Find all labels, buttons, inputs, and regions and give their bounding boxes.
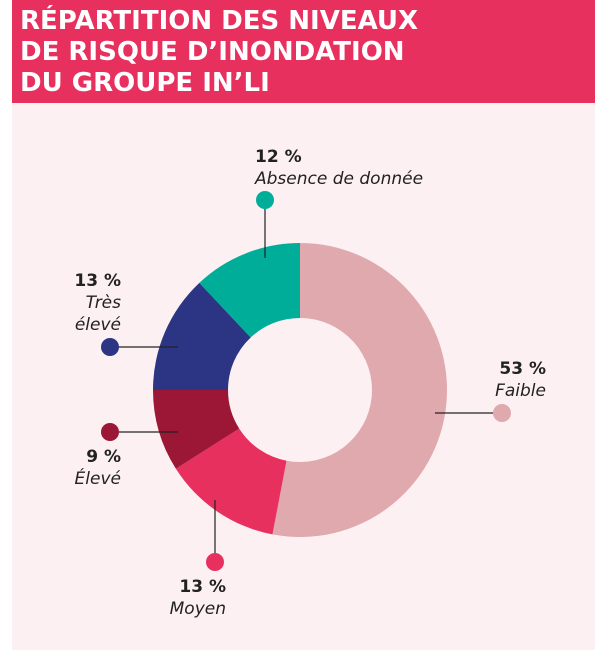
slice	[272, 243, 447, 537]
leader-dot	[101, 338, 119, 356]
value-label: 53 %	[499, 359, 546, 379]
panel	[12, 103, 595, 650]
leader-dot	[101, 423, 119, 441]
slice-label: 9 % Élevé	[75, 446, 121, 490]
leader-dot	[256, 191, 274, 209]
value-label: 9 %	[86, 447, 121, 467]
slice	[153, 282, 251, 390]
value-label: 13 %	[179, 577, 226, 597]
leader-dot	[493, 404, 511, 422]
category-label: Moyen	[169, 599, 226, 619]
category-label: Élevé	[74, 469, 121, 489]
slice	[153, 390, 240, 469]
slice-label: 13 % Moyen	[170, 576, 226, 620]
category-label: Très élevé	[74, 293, 121, 335]
header	[12, 0, 595, 103]
slice	[199, 243, 300, 338]
chart-title: Répartition des niveaux de risque d’inon…	[20, 6, 419, 98]
slice	[175, 428, 287, 535]
category-label: Absence de donnée	[255, 169, 424, 189]
slice-label: 53 % Faible	[495, 358, 546, 402]
value-label: 13 %	[74, 271, 121, 291]
slice-label: 13 % Très élevé	[61, 270, 121, 336]
leader-dot	[206, 553, 224, 571]
category-label: Faible	[495, 381, 546, 401]
value-label: 12 %	[255, 147, 302, 167]
slice-label: 12 % Absence de donnée	[255, 146, 423, 190]
